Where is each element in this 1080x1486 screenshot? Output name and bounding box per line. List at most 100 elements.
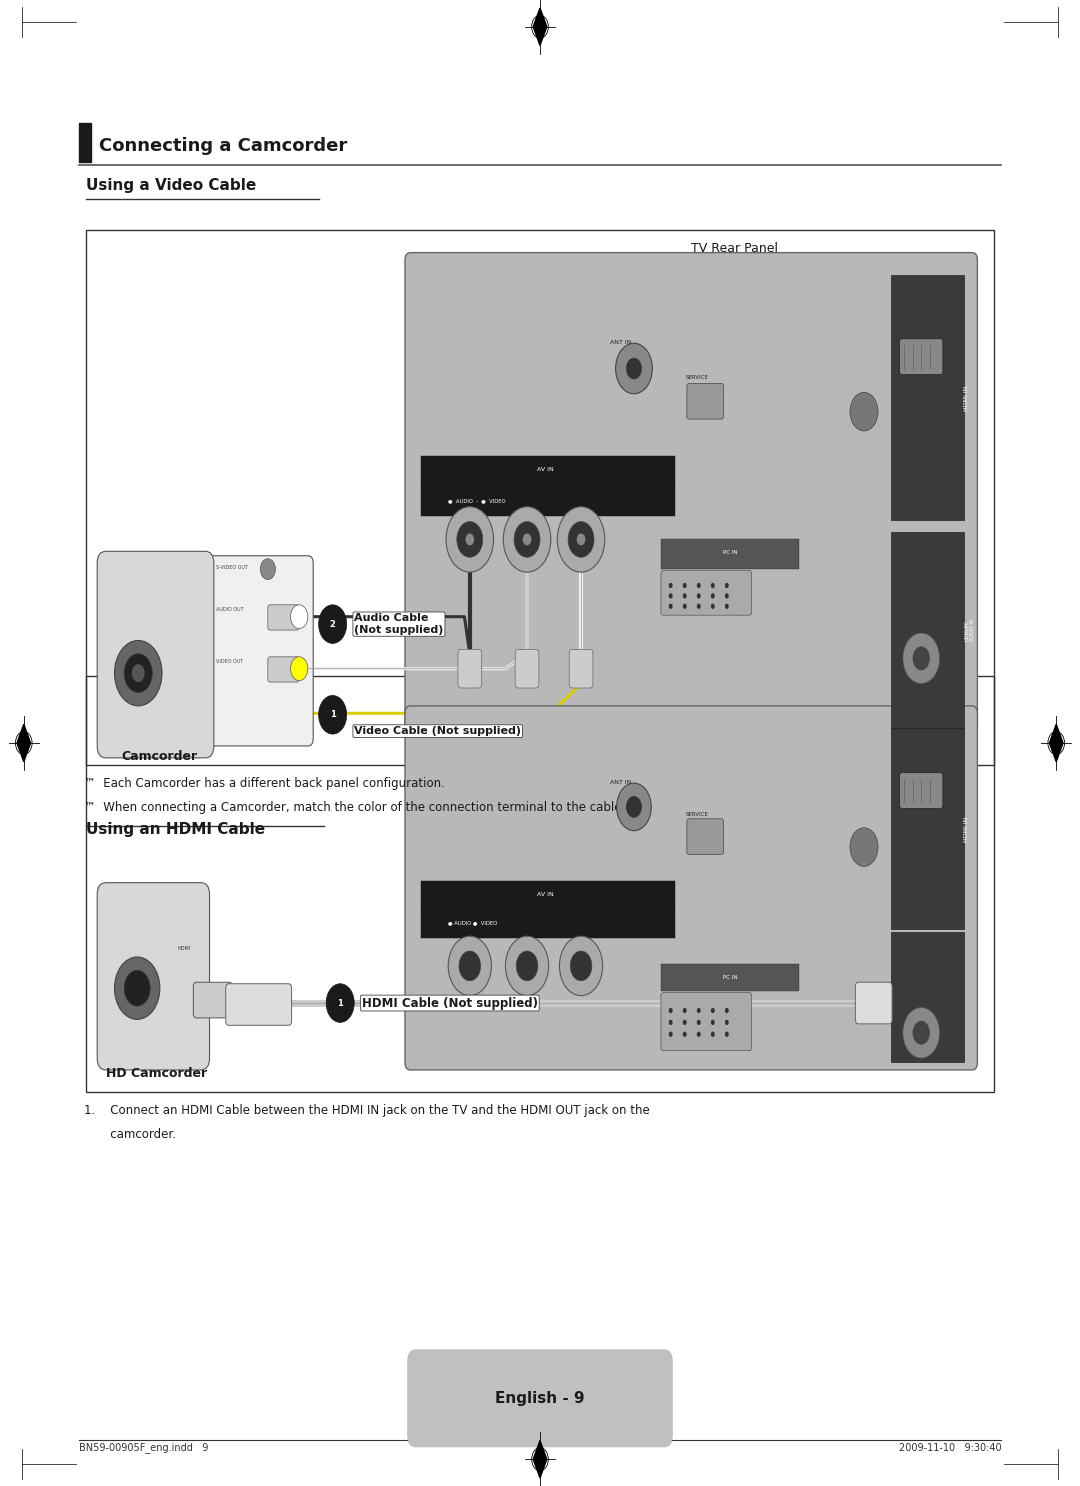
Text: Video Cable (Not supplied): Video Cable (Not supplied) <box>354 727 522 736</box>
Circle shape <box>570 951 592 981</box>
Text: Connecting a Camcorder: Connecting a Camcorder <box>99 137 348 155</box>
Text: AUDIO OUT: AUDIO OUT <box>216 606 244 612</box>
Circle shape <box>913 1021 930 1045</box>
Circle shape <box>326 984 354 1022</box>
Circle shape <box>711 1008 715 1013</box>
Circle shape <box>114 957 160 1019</box>
Circle shape <box>725 1008 729 1013</box>
Text: S-VIDEO OUT: S-VIDEO OUT <box>216 565 248 571</box>
Circle shape <box>626 796 642 817</box>
Text: BN59-00905F_eng.indd   9: BN59-00905F_eng.indd 9 <box>79 1443 208 1453</box>
Circle shape <box>725 593 729 599</box>
FancyBboxPatch shape <box>97 883 210 1070</box>
Circle shape <box>711 1031 715 1037</box>
Circle shape <box>114 640 162 706</box>
Bar <box>421 456 675 486</box>
Text: English - 9: English - 9 <box>496 1391 584 1406</box>
Circle shape <box>291 657 308 681</box>
FancyBboxPatch shape <box>407 1349 673 1447</box>
FancyBboxPatch shape <box>569 649 593 688</box>
Text: HD Camcorder: HD Camcorder <box>106 1067 207 1080</box>
Circle shape <box>711 1019 715 1025</box>
Circle shape <box>568 522 594 557</box>
Circle shape <box>446 507 494 572</box>
Bar <box>421 486 675 516</box>
Circle shape <box>683 593 687 599</box>
Circle shape <box>725 1031 729 1037</box>
Text: 1: 1 <box>337 999 343 1008</box>
FancyBboxPatch shape <box>268 605 299 630</box>
Circle shape <box>697 1031 701 1037</box>
Circle shape <box>669 603 673 609</box>
Text: ™  Each Camcorder has a different back panel configuration.: ™ Each Camcorder has a different back pa… <box>84 777 445 791</box>
Circle shape <box>448 936 491 996</box>
Text: 1: 1 <box>329 710 336 719</box>
Circle shape <box>697 583 701 588</box>
Text: PC IN: PC IN <box>723 975 738 981</box>
Circle shape <box>683 1019 687 1025</box>
Circle shape <box>523 533 531 545</box>
FancyBboxPatch shape <box>687 819 724 854</box>
Circle shape <box>850 392 878 431</box>
Circle shape <box>669 1031 673 1037</box>
Text: ANT IN: ANT IN <box>610 780 632 785</box>
FancyBboxPatch shape <box>661 571 752 615</box>
Text: Audio Cable
(Not supplied): Audio Cable (Not supplied) <box>354 614 444 635</box>
FancyBboxPatch shape <box>515 649 539 688</box>
FancyBboxPatch shape <box>900 339 943 374</box>
Circle shape <box>319 695 347 734</box>
Text: HDMI IN: HDMI IN <box>964 816 970 843</box>
Circle shape <box>626 358 642 379</box>
Text: ANT IN: ANT IN <box>610 340 632 345</box>
Circle shape <box>697 1008 701 1013</box>
Circle shape <box>503 507 551 572</box>
Bar <box>86 676 994 1092</box>
Bar <box>661 539 799 569</box>
Circle shape <box>465 533 474 545</box>
Text: ● AUDIO ●  VIDEO: ● AUDIO ● VIDEO <box>448 920 497 926</box>
FancyBboxPatch shape <box>226 984 292 1025</box>
Circle shape <box>711 603 715 609</box>
FancyBboxPatch shape <box>458 649 482 688</box>
Circle shape <box>697 593 701 599</box>
Circle shape <box>850 828 878 866</box>
FancyBboxPatch shape <box>268 657 299 682</box>
Bar <box>891 728 964 929</box>
Circle shape <box>683 583 687 588</box>
Circle shape <box>903 1008 940 1058</box>
Text: SERVICE: SERVICE <box>686 376 708 380</box>
Circle shape <box>557 507 605 572</box>
Circle shape <box>459 951 481 981</box>
Circle shape <box>319 605 347 643</box>
Circle shape <box>697 603 701 609</box>
Text: 1.    Connect an HDMI Cable between the HDMI IN jack on the TV and the HDMI OUT : 1. Connect an HDMI Cable between the HDM… <box>84 1104 650 1117</box>
Text: camcorder.: camcorder. <box>84 1128 176 1141</box>
FancyBboxPatch shape <box>900 773 943 808</box>
Text: Camcorder: Camcorder <box>121 750 197 764</box>
Circle shape <box>725 603 729 609</box>
Circle shape <box>683 603 687 609</box>
Circle shape <box>669 1008 673 1013</box>
Text: ™  When connecting a Camcorder, match the color of the connection terminal to th: ™ When connecting a Camcorder, match the… <box>84 801 625 814</box>
Text: 2: 2 <box>329 620 336 629</box>
Text: AV IN: AV IN <box>537 467 554 473</box>
Bar <box>421 881 675 909</box>
FancyBboxPatch shape <box>405 706 977 1070</box>
Bar <box>891 275 964 520</box>
Circle shape <box>669 593 673 599</box>
FancyBboxPatch shape <box>97 551 214 758</box>
Text: PC IN: PC IN <box>723 550 738 556</box>
Text: VIDEO OUT: VIDEO OUT <box>216 658 243 664</box>
Circle shape <box>132 664 145 682</box>
Polygon shape <box>534 1440 546 1479</box>
Circle shape <box>725 1019 729 1025</box>
Circle shape <box>260 559 275 580</box>
Text: SERVICE: SERVICE <box>686 813 708 817</box>
Bar <box>421 909 675 938</box>
Polygon shape <box>1050 724 1063 762</box>
Text: AV IN: AV IN <box>537 892 554 898</box>
Circle shape <box>505 936 549 996</box>
Circle shape <box>725 583 729 588</box>
Circle shape <box>577 533 585 545</box>
Circle shape <box>903 633 940 684</box>
